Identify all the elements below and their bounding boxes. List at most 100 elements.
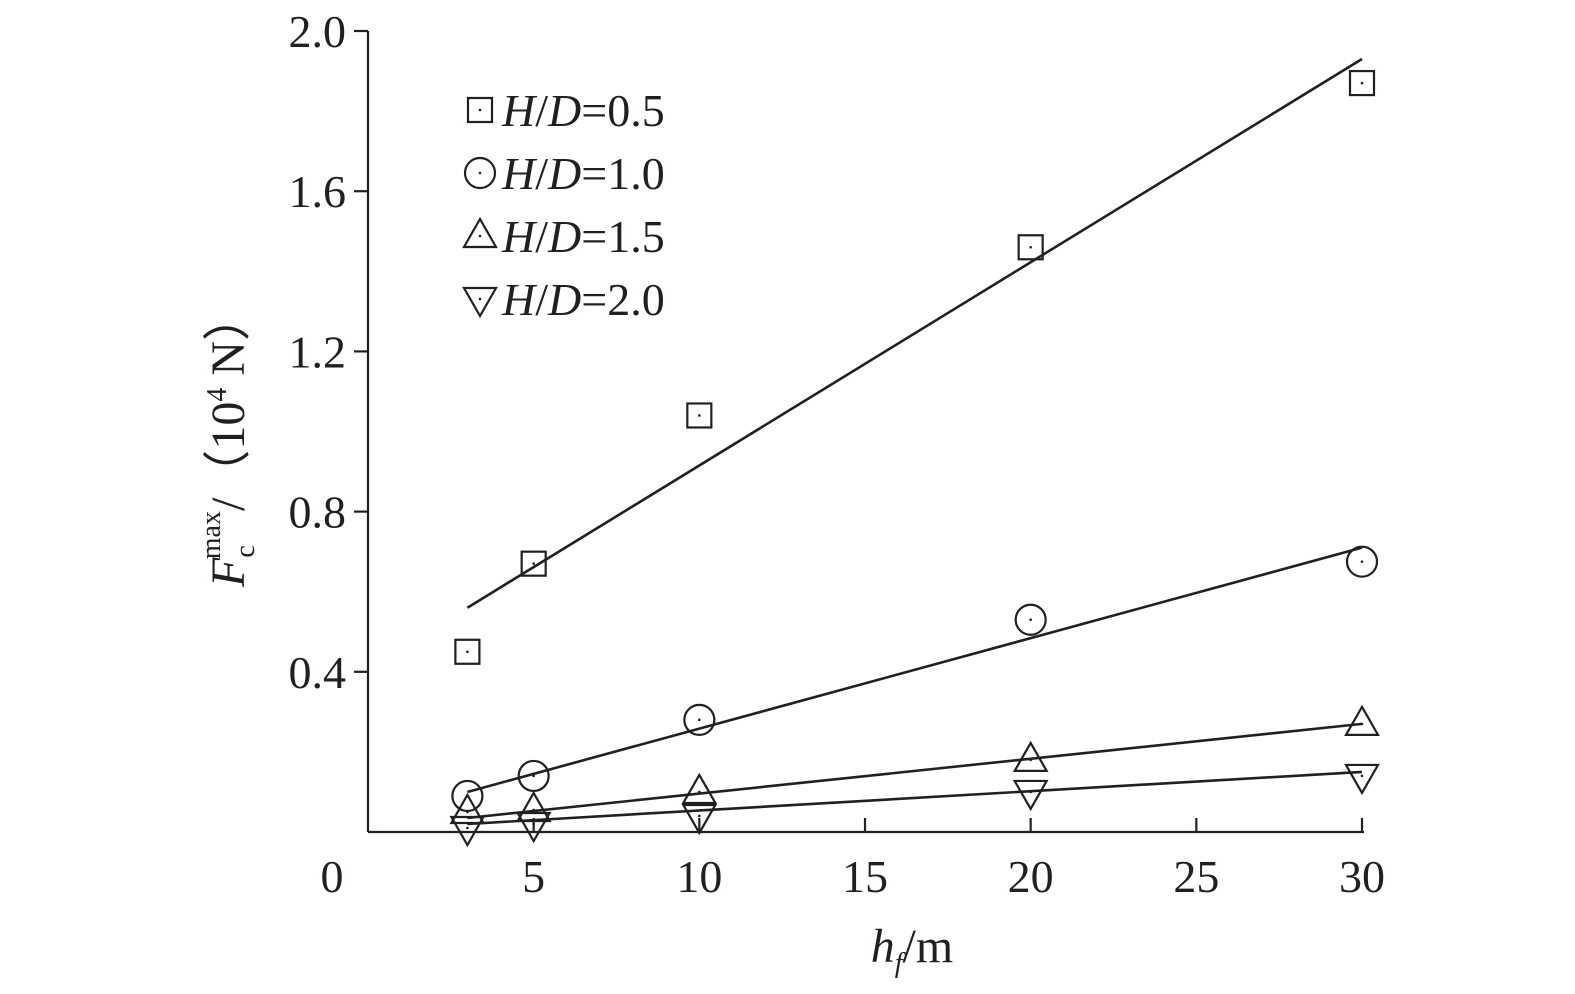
legend-label: H/D=2.0 xyxy=(501,274,665,325)
data-point-series-4 xyxy=(449,815,486,848)
triangle-down-marker-shape xyxy=(1344,763,1380,796)
legend-label: H/D=0.5 xyxy=(501,85,665,136)
data-point-series-2 xyxy=(1014,603,1047,636)
triangle-up-marker-shape xyxy=(1344,704,1380,736)
legend-item-4: H/D=2.0 xyxy=(462,274,665,325)
marker-center-dot xyxy=(698,814,701,818)
circle-marker-shape xyxy=(463,156,497,190)
x-axis-label: hf/m xyxy=(871,920,953,979)
triangle-up-marker-shape xyxy=(462,216,498,249)
data-point-series-1 xyxy=(1017,234,1044,261)
circle-marker-shape xyxy=(683,703,716,736)
marker-center-dot xyxy=(1029,758,1032,762)
triangle-down-marker-shape xyxy=(515,811,552,844)
triangle-down-marker-shape xyxy=(1012,779,1049,812)
legend-item-1: H/D=0.5 xyxy=(466,85,665,136)
fit-line-series-1 xyxy=(466,57,1363,609)
x-tick-label: 25 xyxy=(1173,851,1219,902)
fit-line-series-3 xyxy=(467,722,1363,820)
y-tick-label: 1.6 xyxy=(289,166,347,217)
marker-center-dot xyxy=(698,790,701,794)
marker-center-dot xyxy=(478,297,482,301)
legend-label-sep: / xyxy=(535,85,548,136)
legend-label-sep: / xyxy=(535,274,548,325)
legend-marker xyxy=(462,286,498,319)
marker-center-dot xyxy=(466,650,469,654)
legend-label-var2: D xyxy=(547,148,581,199)
marker-center-dot xyxy=(466,810,469,814)
fit-line-series-4 xyxy=(467,770,1363,826)
marker-center-dot xyxy=(698,414,701,417)
marker-center-dot xyxy=(1360,560,1364,563)
data-point-series-1 xyxy=(1348,69,1376,97)
fit-lines xyxy=(466,57,1363,826)
legend-marker xyxy=(462,216,498,249)
legend-label: H/D=1.5 xyxy=(501,211,665,262)
y-axis-label-unit-close: N） xyxy=(202,293,255,388)
square-marker-shape xyxy=(1017,234,1044,261)
legend-item-2: H/D=1.0 xyxy=(463,148,665,199)
legend-label-var2: D xyxy=(547,211,581,262)
circle-marker-shape xyxy=(1345,545,1379,578)
legend-marker xyxy=(466,96,494,124)
x-tick-label: 10 xyxy=(676,851,722,902)
marker-center-dot xyxy=(1360,81,1364,85)
data-point-series-2 xyxy=(1345,545,1379,578)
legend-marker xyxy=(463,156,497,190)
y-tick-label: 0.8 xyxy=(289,487,347,538)
y-tick-label: 0.4 xyxy=(289,647,347,698)
legend-label-var1: H xyxy=(501,148,538,199)
legend-label-sep: / xyxy=(535,211,548,262)
data-point-series-3 xyxy=(449,792,486,825)
marker-center-dot xyxy=(1029,618,1032,622)
legend-item-3: H/D=1.5 xyxy=(462,211,665,262)
y-tick-label: 1.2 xyxy=(289,326,347,377)
legend-label-var2: D xyxy=(547,274,581,325)
data-point-series-3 xyxy=(515,790,552,823)
legend-label-var2: D xyxy=(547,85,581,136)
triangle-down-marker-shape xyxy=(462,286,498,319)
marker-center-dot xyxy=(478,234,482,238)
triangle-up-marker-shape xyxy=(1012,740,1049,773)
marker-center-dot xyxy=(466,826,469,830)
x-axis-label-main: h xyxy=(871,920,895,973)
circle-marker-shape xyxy=(1014,603,1047,636)
triangle-up-marker-shape xyxy=(681,772,718,805)
legend-label-var1: H xyxy=(501,274,538,325)
data-point-series-3 xyxy=(1344,704,1380,736)
legend-label-value: =2.0 xyxy=(581,274,664,325)
data-point-series-3 xyxy=(1012,740,1049,773)
x-tick-label: 20 xyxy=(1008,851,1054,902)
square-marker-shape xyxy=(686,402,713,429)
y-axis-label-main: F xyxy=(202,557,255,588)
y-axis-label-sup: max xyxy=(196,511,227,559)
data-point-series-1 xyxy=(520,550,547,577)
y-tick-label: 2.0 xyxy=(289,6,347,57)
x-ticks: 5 10 15 20 25 30 xyxy=(522,818,1385,902)
marker-center-dot xyxy=(532,562,535,565)
data-point-series-4 xyxy=(1344,763,1380,796)
triangle-up-marker-shape xyxy=(515,790,552,823)
y-axis-label-sub: c xyxy=(230,545,261,557)
square-marker-shape xyxy=(454,638,481,665)
legend-label-var1: H xyxy=(501,211,538,262)
fit-line-series-2 xyxy=(467,546,1363,794)
marker-center-dot xyxy=(478,171,482,175)
origin-label: 0 xyxy=(321,851,344,902)
data-point-series-4 xyxy=(1012,779,1049,812)
marker-center-dot xyxy=(532,808,535,812)
triangle-down-marker-shape xyxy=(681,803,718,836)
y-axis-label-unit-exp: 4 xyxy=(202,388,233,402)
marker-center-dot xyxy=(1360,774,1364,778)
x-axis-label-sub: f xyxy=(895,948,906,979)
data-point-series-3 xyxy=(681,772,718,805)
axes: 5 10 15 20 25 30 0.4 0.8 1.2 1.6 2.0 0 xyxy=(289,6,1386,902)
legend-label-value: =1.0 xyxy=(581,148,664,199)
marker-center-dot xyxy=(1029,245,1032,249)
square-marker-shape xyxy=(520,550,547,577)
x-axis-label-unit: /m xyxy=(903,920,954,973)
y-axis-label-unit-open: /（10 xyxy=(202,402,255,511)
marker-center-dot xyxy=(1029,790,1032,794)
y-ticks: 0.4 0.8 1.2 1.6 2.0 xyxy=(289,6,368,698)
